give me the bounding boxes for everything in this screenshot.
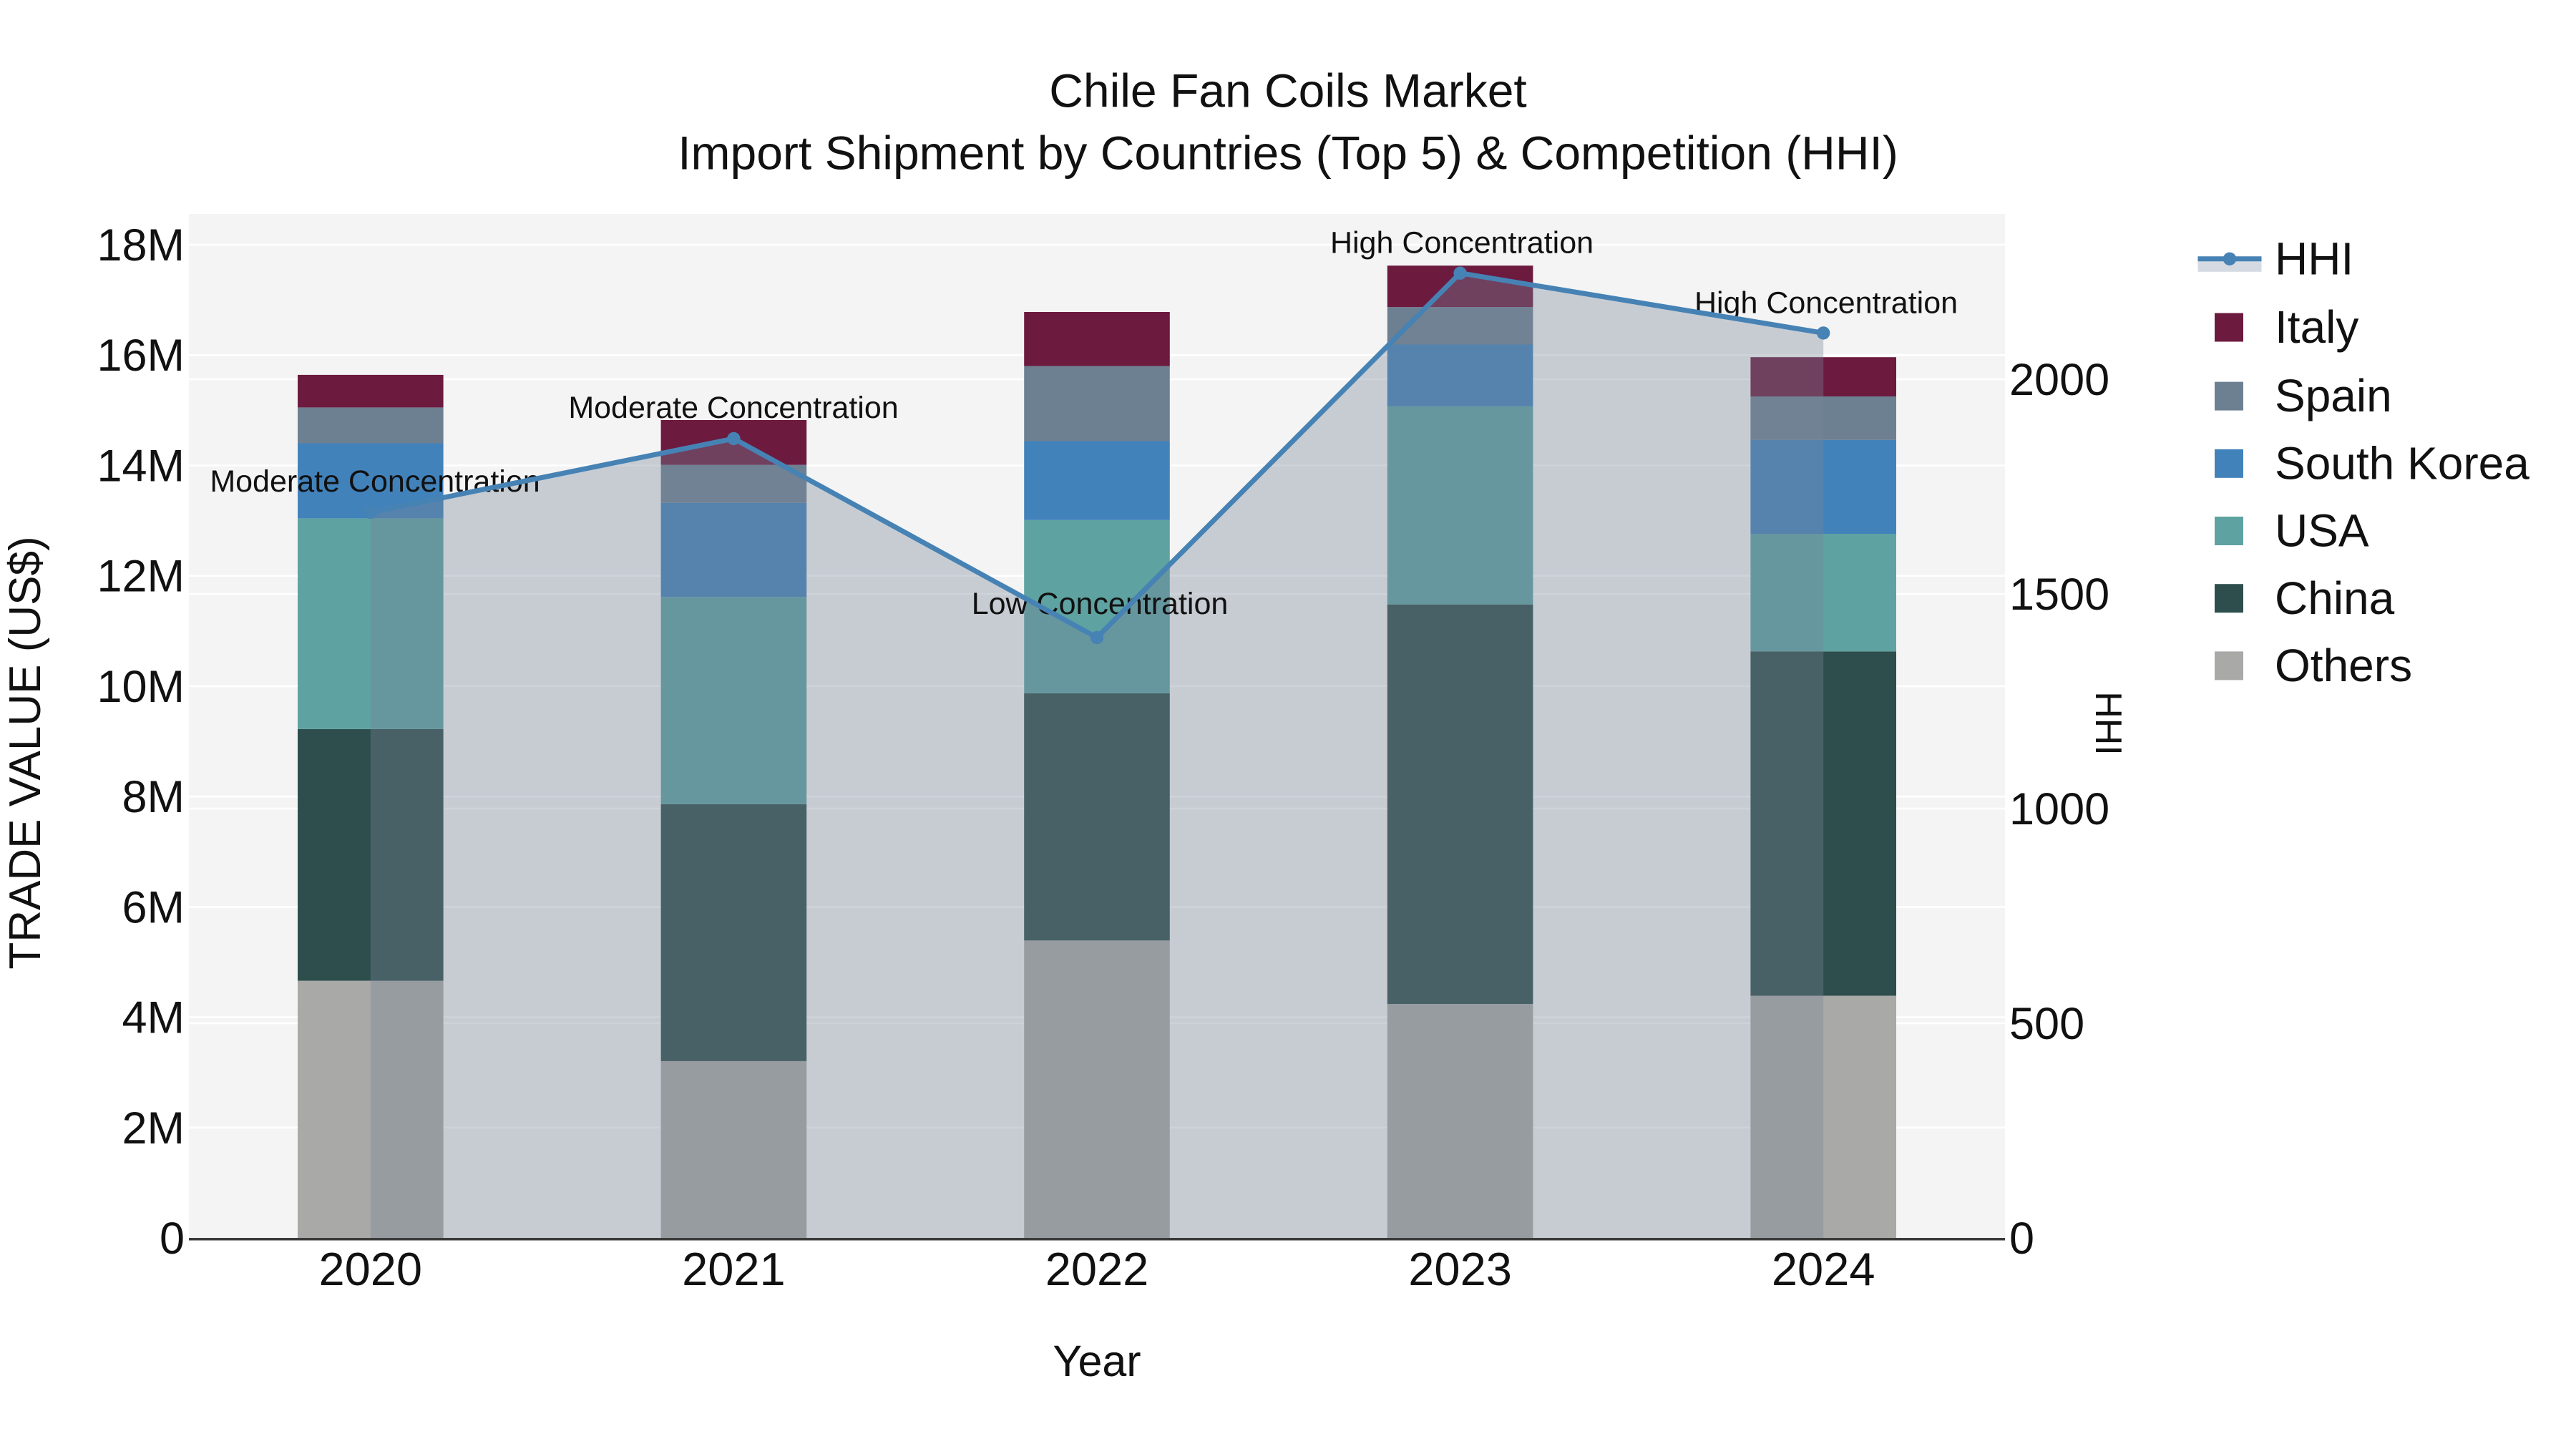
svg-text:High Concentration: High Concentration (1330, 226, 1594, 260)
svg-text:0: 0 (2009, 1214, 2034, 1264)
svg-text:Moderate Concentration: Moderate Concentration (568, 391, 898, 425)
svg-text:18M: 18M (97, 220, 185, 270)
svg-text:Spain: Spain (2275, 370, 2392, 421)
svg-text:500: 500 (2009, 999, 2084, 1049)
svg-text:2022: 2022 (1045, 1243, 1149, 1295)
svg-text:2023: 2023 (1408, 1243, 1512, 1295)
svg-text:2020: 2020 (318, 1243, 422, 1295)
svg-text:2000: 2000 (2009, 355, 2109, 405)
svg-text:Chile Fan Coils Market: Chile Fan Coils Market (1049, 64, 1527, 117)
svg-text:2024: 2024 (1772, 1243, 1875, 1295)
svg-text:Moderate Concentration: Moderate Concentration (210, 464, 540, 499)
svg-text:2M: 2M (122, 1103, 185, 1153)
svg-text:4M: 4M (122, 993, 185, 1043)
svg-text:HHI: HHI (2275, 233, 2353, 284)
svg-text:TRADE VALUE (US$): TRADE VALUE (US$) (1, 536, 50, 969)
svg-text:0: 0 (160, 1214, 185, 1264)
svg-text:Others: Others (2275, 640, 2412, 691)
svg-text:14M: 14M (97, 441, 185, 492)
svg-text:Italy: Italy (2275, 301, 2358, 353)
svg-text:1000: 1000 (2009, 784, 2109, 834)
svg-text:6M: 6M (122, 882, 185, 932)
svg-text:High Concentration: High Concentration (1694, 286, 1958, 321)
svg-text:HHI: HHI (2087, 691, 2129, 756)
svg-text:8M: 8M (122, 772, 185, 822)
svg-text:1500: 1500 (2009, 570, 2109, 620)
svg-text:16M: 16M (97, 331, 185, 381)
svg-text:South Korea: South Korea (2275, 437, 2529, 489)
svg-text:10M: 10M (97, 662, 185, 712)
svg-text:12M: 12M (97, 552, 185, 602)
svg-text:China: China (2275, 572, 2395, 624)
svg-text:Import Shipment by Countries (: Import Shipment by Countries (Top 5) & C… (678, 126, 1898, 179)
svg-text:Year: Year (1053, 1337, 1141, 1385)
svg-text:USA: USA (2275, 505, 2369, 557)
svg-text:2021: 2021 (682, 1243, 786, 1295)
